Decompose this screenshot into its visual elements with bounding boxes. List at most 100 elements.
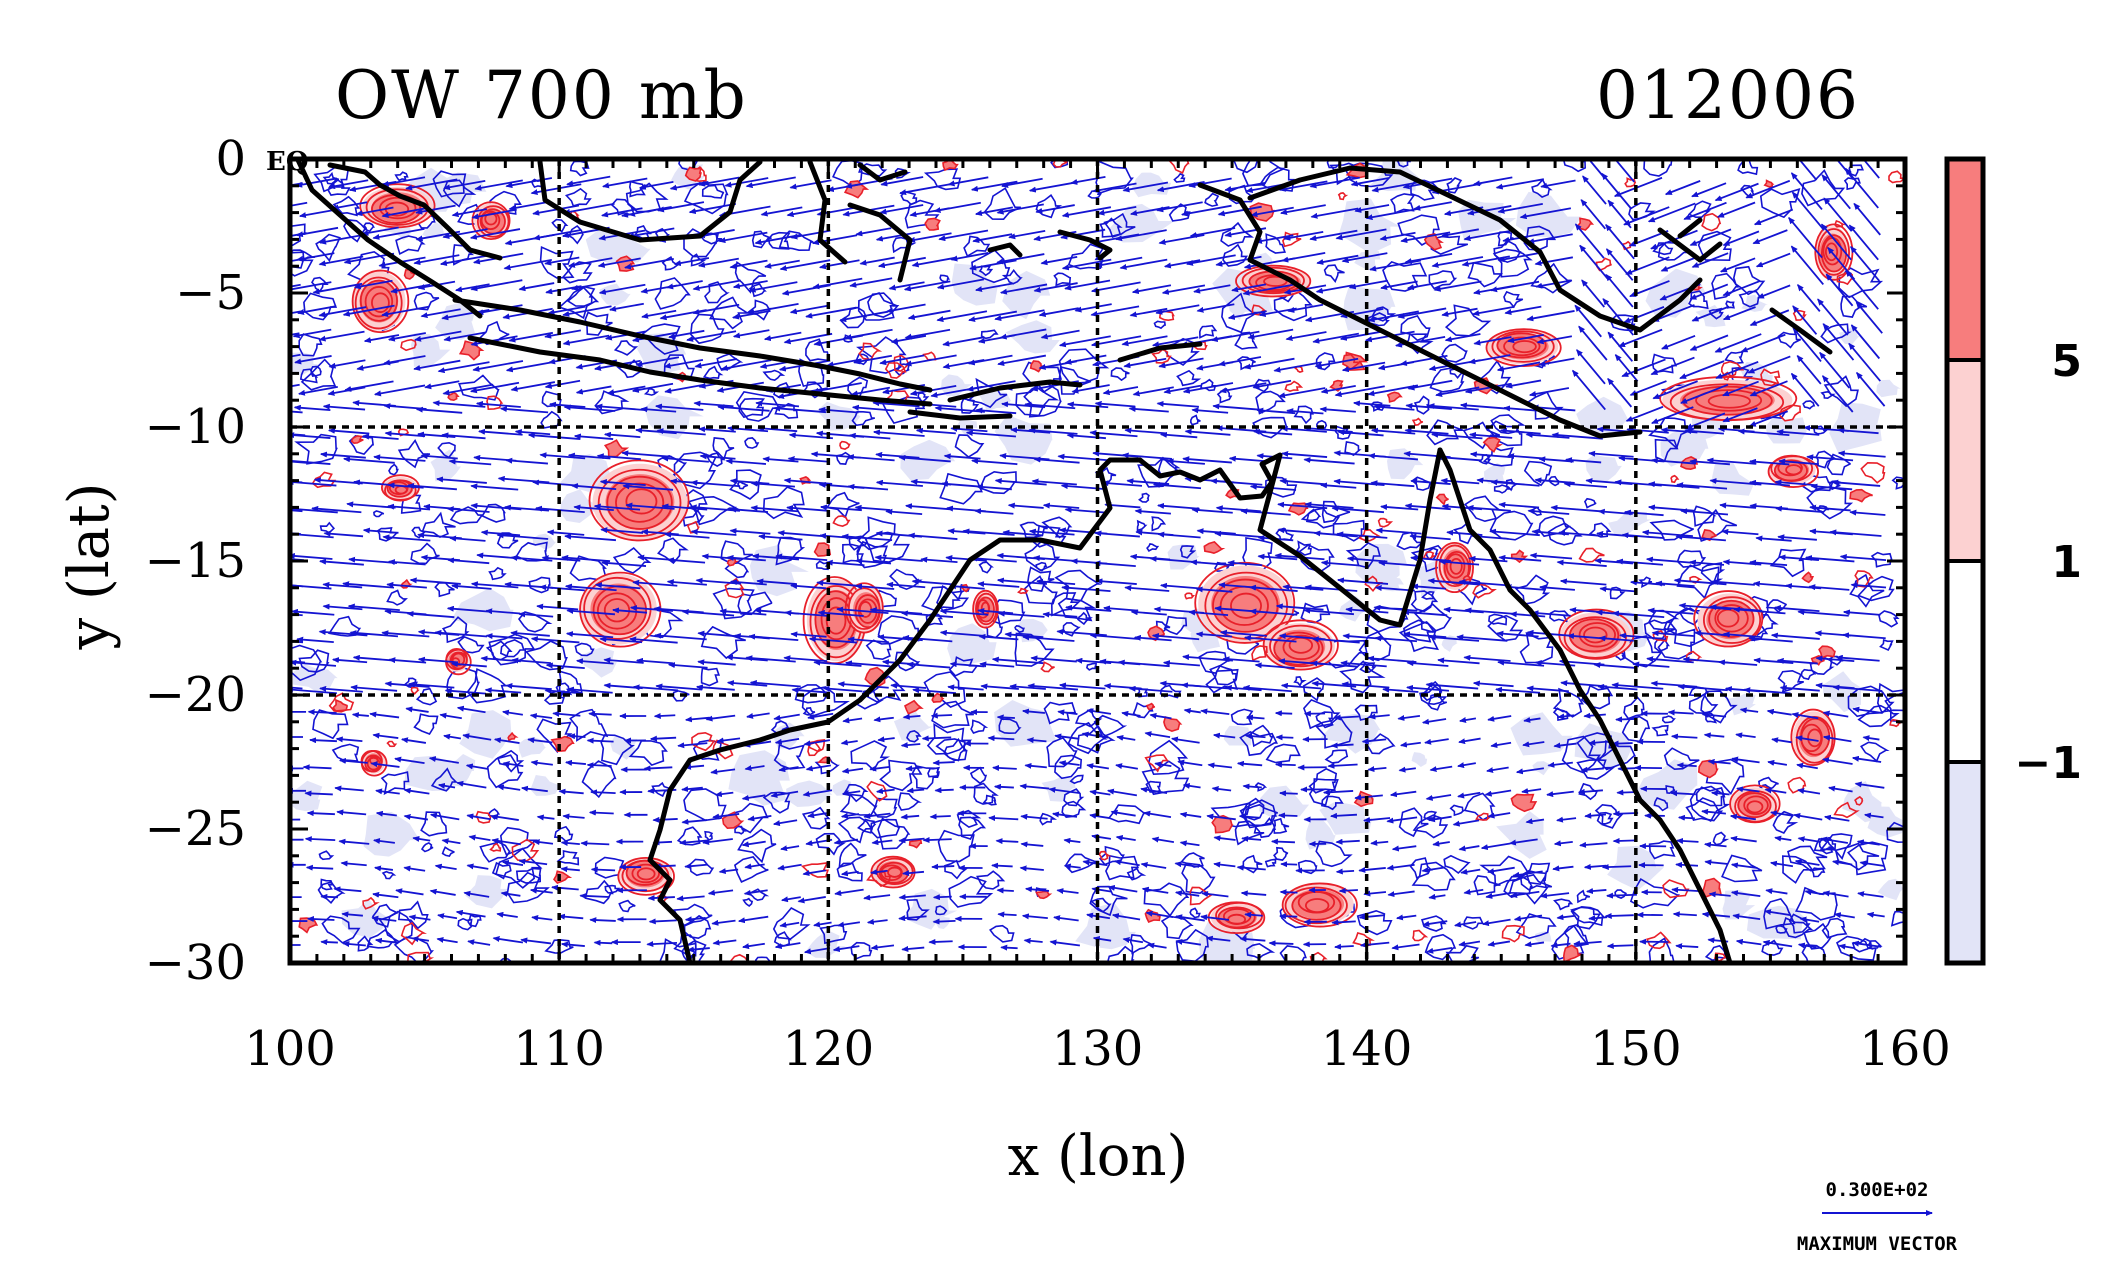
wind-vector — [1613, 743, 1633, 744]
wind-vector — [1276, 764, 1296, 765]
wind-vector — [1614, 840, 1637, 841]
wind-vector — [1617, 792, 1634, 793]
wind-vector — [1340, 890, 1358, 891]
colorbar-label: 5 — [2051, 336, 2082, 387]
wind-vector — [1677, 841, 1698, 842]
equator-label: EQ — [266, 147, 308, 177]
positive-ow-small-contour — [1819, 646, 1835, 658]
wind-vector — [923, 737, 951, 738]
colorbar: −1 1 5 — [1947, 159, 2082, 963]
wind-vector — [321, 897, 338, 898]
wind-vector — [588, 740, 614, 741]
wind-vector — [1678, 765, 1697, 766]
wind-vector — [592, 869, 615, 870]
wind-vector — [653, 819, 677, 820]
wind-vector — [304, 767, 332, 768]
wind-vector — [932, 866, 954, 867]
wind-vector — [1603, 866, 1631, 867]
chart-title: OW 700 mb — [335, 57, 748, 134]
vector-legend: 0.300E+02 MAXIMUM VECTOR — [1797, 1179, 1958, 1255]
wind-vector — [651, 738, 676, 739]
wind-vector — [590, 812, 614, 813]
wind-vector — [998, 914, 1016, 915]
chart-timestamp: 012006 — [1596, 57, 1860, 134]
y-axis-title: y (lat) — [57, 483, 122, 651]
y-tick-label: 0 — [215, 131, 246, 187]
wind-vector — [998, 717, 1015, 718]
x-tick-label: 120 — [783, 1021, 875, 1077]
wind-vector — [998, 890, 1014, 891]
wind-vector — [591, 792, 616, 793]
wind-vector — [309, 712, 337, 713]
colorbar-segment — [1947, 360, 1983, 561]
wind-vector — [581, 843, 609, 844]
x-tick-label: 150 — [1590, 1021, 1682, 1077]
x-tick-label: 130 — [1052, 1021, 1144, 1077]
wind-vector — [1276, 713, 1292, 714]
wind-vector — [1616, 719, 1635, 720]
colorbar-segment — [1947, 762, 1983, 963]
vector-legend-value: 0.300E+02 — [1826, 1179, 1929, 1201]
wind-vector — [931, 816, 951, 817]
positive-ow-small-contour — [925, 218, 940, 230]
wind-vector — [595, 943, 613, 944]
wind-vector — [1280, 793, 1298, 794]
wind-vector — [934, 921, 956, 922]
colorbar-label: 1 — [2051, 537, 2082, 588]
wind-vector — [1679, 817, 1695, 818]
wind-vector — [997, 841, 1019, 842]
wind-vector — [1332, 745, 1354, 746]
wind-vector — [1606, 915, 1634, 916]
wind-vector — [308, 813, 335, 814]
wind-vector — [589, 714, 611, 715]
wind-vector — [1608, 945, 1634, 946]
colorbar-segment — [1947, 561, 1983, 762]
y-tick-labels: 0 −5 −10 −15 −20 −25 −30 — [145, 131, 246, 991]
plot-area — [253, 147, 1923, 978]
y-tick-label: −30 — [145, 935, 246, 991]
wind-vector — [590, 920, 615, 921]
wind-vector — [1607, 895, 1637, 896]
x-tick-label: 160 — [1859, 1021, 1951, 1077]
wind-vector — [995, 787, 1014, 788]
x-tick-label: 140 — [1321, 1021, 1413, 1077]
wind-vector — [308, 919, 335, 920]
wind-vector — [934, 897, 952, 898]
y-tick-label: −10 — [145, 399, 246, 455]
wind-vector — [321, 942, 338, 943]
y-tick-label: −15 — [145, 533, 246, 589]
wind-vector — [993, 768, 1017, 769]
vector-legend-label: MAXIMUM VECTOR — [1797, 1233, 1958, 1255]
wind-vector — [588, 765, 612, 766]
wind-vector — [992, 865, 1013, 866]
wind-vector — [1337, 871, 1354, 872]
wind-vector — [310, 740, 337, 741]
wind-vector — [1272, 841, 1295, 842]
wind-vector — [1335, 946, 1354, 947]
colorbar-segment — [1947, 159, 1983, 360]
y-tick-label: −20 — [145, 667, 246, 723]
wind-vector — [1281, 864, 1297, 865]
wind-vector — [933, 762, 954, 763]
wind-vector — [655, 715, 676, 716]
wind-vector — [932, 715, 952, 716]
wind-vector — [1001, 947, 1017, 948]
y-tick-label: −5 — [175, 265, 246, 321]
wind-vector — [1270, 943, 1294, 944]
wind-vector — [307, 867, 333, 868]
wind-vector — [1277, 737, 1294, 738]
wind-vector — [924, 839, 952, 840]
colorbar-label: −1 — [2015, 738, 2082, 789]
x-axis-title: x (lon) — [1008, 1124, 1189, 1189]
y-tick-label: −25 — [145, 801, 246, 857]
wind-vector — [1281, 892, 1298, 893]
wind-vector — [305, 793, 332, 794]
x-tick-label: 110 — [513, 1021, 605, 1077]
wind-vector — [935, 790, 953, 791]
positive-ow-small-contour — [1464, 576, 1472, 581]
wind-vector — [1279, 815, 1297, 816]
wind-vector — [1280, 916, 1297, 917]
